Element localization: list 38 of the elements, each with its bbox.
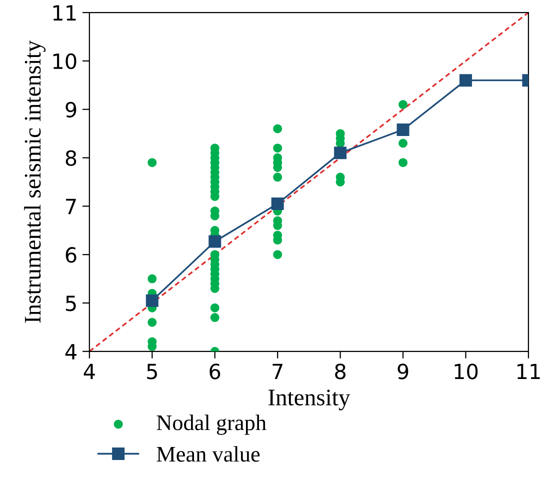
- y-tick-label: 4: [65, 344, 76, 360]
- point: [273, 172, 282, 182]
- y-tick-label: 10: [53, 53, 76, 70]
- point: [148, 318, 157, 327]
- y-tick-label: 7: [66, 198, 76, 214]
- point: [271, 198, 284, 210]
- x-tick-label: 8: [335, 364, 346, 380]
- point: [273, 124, 282, 134]
- point: [210, 313, 220, 322]
- x-tick-label: 9: [398, 364, 408, 380]
- point: [148, 158, 157, 168]
- y-tick-label: 8: [66, 150, 76, 166]
- point: [273, 250, 282, 260]
- x-tick-label: 11: [517, 364, 540, 380]
- y-tick-label: 5: [66, 296, 76, 312]
- point: [334, 146, 347, 160]
- x-tick-label: 5: [147, 364, 157, 380]
- point: [398, 138, 408, 148]
- point: [459, 74, 472, 87]
- point: [208, 235, 222, 248]
- y-axis-title: Instrumental seismic intensity: [24, 40, 46, 323]
- x-tick-label: 6: [210, 364, 220, 380]
- legend-label: Nodal graph: [156, 414, 266, 435]
- x-tick-label: 4: [84, 364, 95, 380]
- y-tick-label: 11: [53, 5, 76, 20]
- y-tick-label: 9: [66, 102, 76, 118]
- point: [396, 123, 410, 136]
- point: [146, 294, 158, 307]
- point: [210, 303, 220, 312]
- point: [273, 144, 282, 153]
- point: [398, 158, 408, 168]
- point: [398, 100, 408, 110]
- x-tick-label: 10: [454, 364, 478, 380]
- x-tick-label: 7: [272, 364, 282, 380]
- x-axis-title: Intensity: [268, 390, 350, 410]
- point: [148, 274, 157, 284]
- y-tick-label: 6: [66, 247, 76, 263]
- legend-label: Mean value: [156, 446, 260, 462]
